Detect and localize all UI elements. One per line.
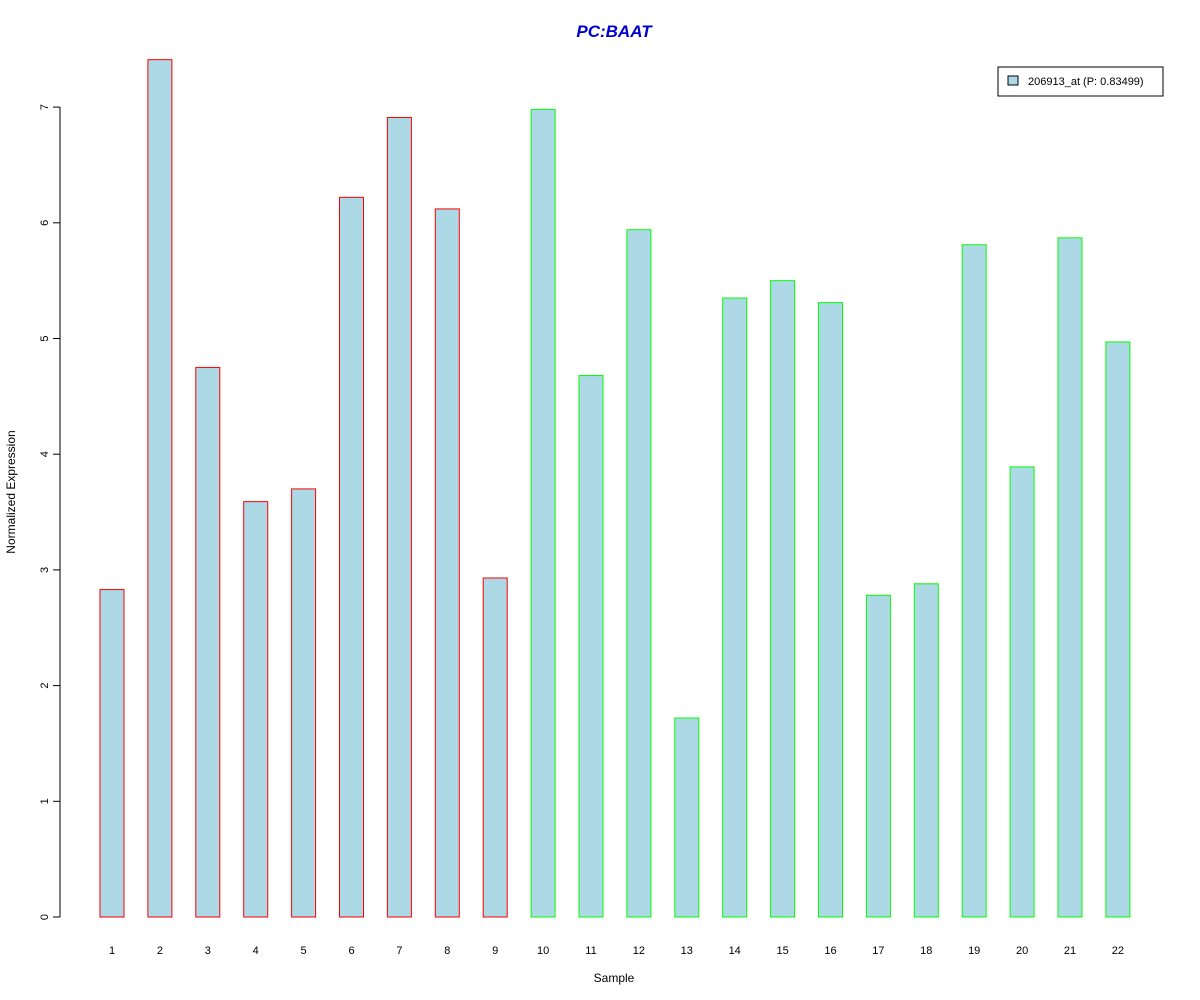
y-tick-label: 5 bbox=[39, 335, 51, 341]
x-tick-label: 21 bbox=[1064, 945, 1076, 957]
bar-sample-6 bbox=[339, 196, 364, 918]
x-tick-label: 16 bbox=[824, 945, 836, 957]
x-tick-labels: 1 2 3 4 5 6 7 8 9 10 11 12 13 14 15 16 17 18 19 20 21 22 bbox=[109, 945, 1124, 957]
y-tick-label: 3 bbox=[39, 567, 51, 573]
y-tick-label: 0 bbox=[39, 914, 51, 920]
chart-title: PC:BAAT bbox=[576, 22, 653, 41]
bar-sample-10 bbox=[530, 108, 556, 918]
bar-sample-13 bbox=[674, 717, 700, 918]
y-tick-label: 7 bbox=[39, 104, 51, 110]
y-axis: 0 1 2 3 4 5 6 7 bbox=[39, 104, 61, 920]
x-tick-label: 9 bbox=[492, 945, 498, 957]
legend-label: 206913_at (P: 0.83499) bbox=[1028, 76, 1144, 88]
x-tick-label: 6 bbox=[348, 945, 354, 957]
bar-sample-5 bbox=[291, 488, 317, 918]
bar-sample-11 bbox=[578, 375, 604, 918]
bar-sample-14 bbox=[722, 297, 748, 918]
y-axis-label: Normalized Expression bbox=[4, 430, 18, 553]
x-tick-label: 10 bbox=[537, 945, 549, 957]
bar-sample-2 bbox=[147, 59, 173, 918]
bar-sample-8 bbox=[434, 208, 460, 918]
bar-sample-18 bbox=[913, 583, 939, 918]
x-tick-label: 19 bbox=[968, 945, 980, 957]
legend-swatch bbox=[1007, 75, 1019, 86]
bar-sample-22 bbox=[1105, 341, 1131, 918]
x-axis-label: Sample bbox=[594, 971, 635, 985]
x-tick-label: 3 bbox=[205, 945, 211, 957]
x-tick-label: 13 bbox=[681, 945, 693, 957]
legend-box bbox=[997, 66, 1164, 97]
x-tick-label: 22 bbox=[1112, 945, 1124, 957]
bar-sample-4 bbox=[243, 501, 269, 918]
bar-sample-15 bbox=[770, 280, 796, 918]
x-tick-label: 1 bbox=[109, 945, 115, 957]
x-tick-label: 8 bbox=[444, 945, 450, 957]
y-tick-label: 2 bbox=[39, 683, 51, 689]
bar-sample-7 bbox=[386, 117, 412, 918]
bar-sample-1 bbox=[99, 589, 125, 918]
y-tick-label: 6 bbox=[39, 220, 51, 226]
x-tick-label: 15 bbox=[776, 945, 788, 957]
x-tick-label: 4 bbox=[253, 945, 259, 957]
x-tick-label: 5 bbox=[301, 945, 307, 957]
y-tick-label: 4 bbox=[39, 451, 51, 457]
x-tick-label: 12 bbox=[633, 945, 645, 957]
x-tick-label: 7 bbox=[396, 945, 402, 957]
bar-sample-3 bbox=[195, 366, 221, 918]
x-tick-label: 17 bbox=[872, 945, 884, 957]
bar-sample-19 bbox=[961, 244, 987, 918]
x-tick-label: 11 bbox=[585, 945, 596, 957]
x-tick-label: 18 bbox=[920, 945, 932, 957]
legend: 206913_at (P: 0.83499) bbox=[997, 66, 1164, 97]
bar-sample-17 bbox=[865, 594, 891, 918]
bar-sample-20 bbox=[1009, 466, 1035, 918]
y-tick-label: 1 bbox=[39, 798, 51, 804]
bar-sample-16 bbox=[818, 302, 843, 918]
x-tick-label: 2 bbox=[157, 945, 163, 957]
bar-sample-12 bbox=[626, 229, 652, 918]
bars bbox=[99, 59, 1131, 918]
x-tick-label: 20 bbox=[1016, 945, 1028, 957]
bar-sample-9 bbox=[482, 577, 508, 918]
bar-sample-21 bbox=[1057, 237, 1083, 918]
x-tick-label: 14 bbox=[729, 945, 741, 957]
